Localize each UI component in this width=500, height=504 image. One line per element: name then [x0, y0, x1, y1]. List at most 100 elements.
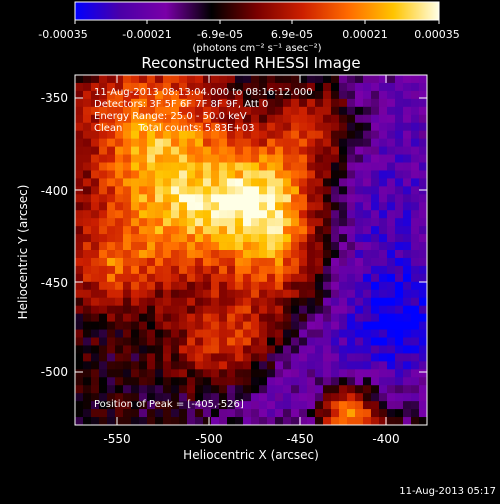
heatmap-pixel: [147, 114, 156, 124]
heatmap-pixel: [355, 242, 364, 251]
heatmap-pixel: [267, 401, 276, 410]
heatmap-pixel: [307, 90, 316, 100]
colorbar-tick-label: -0.00021: [122, 28, 171, 41]
heatmap-pixel: [139, 353, 148, 362]
heatmap-pixel: [179, 210, 188, 219]
heatmap-pixel: [139, 305, 148, 315]
heatmap-pixel: [291, 154, 300, 163]
heatmap-pixel: [291, 114, 300, 124]
heatmap-pixel: [267, 329, 276, 338]
heatmap-pixel: [387, 313, 396, 322]
heatmap-pixel: [315, 130, 324, 140]
heatmap-pixel: [179, 385, 188, 394]
heatmap-pixel: [83, 130, 92, 140]
heatmap-pixel: [403, 361, 412, 370]
heatmap-pixel: [203, 122, 212, 132]
heatmap-pixel: [83, 377, 92, 386]
heatmap-pixel: [347, 297, 356, 307]
heatmap-pixel: [251, 114, 260, 124]
heatmap-pixel: [139, 130, 148, 140]
heatmap-pixel: [99, 226, 108, 235]
heatmap-pixel: [195, 305, 204, 315]
heatmap-pixel: [315, 337, 324, 346]
heatmap-pixel: [123, 305, 132, 315]
heatmap-pixel: [355, 321, 364, 330]
heatmap-pixel: [227, 417, 236, 426]
heatmap-pixel: [307, 345, 316, 354]
heatmap-pixel: [387, 393, 396, 402]
heatmap-pixel: [91, 202, 100, 211]
heatmap-pixel: [275, 242, 284, 251]
heatmap-pixel: [211, 178, 220, 187]
heatmap-pixel: [115, 321, 124, 330]
heatmap-pixel: [323, 361, 332, 370]
heatmap-pixel: [99, 202, 108, 211]
heatmap-pixel: [131, 218, 140, 227]
heatmap-pixel: [155, 273, 164, 283]
heatmap-pixel: [179, 250, 188, 259]
heatmap-pixel: [395, 210, 404, 219]
heatmap-pixel: [219, 345, 228, 354]
heatmap-pixel: [283, 178, 292, 187]
heatmap-pixel: [315, 162, 324, 171]
heatmap-pixel: [211, 210, 220, 219]
heatmap-pixel: [347, 281, 356, 291]
heatmap-pixel: [123, 337, 132, 346]
heatmap-pixel: [323, 305, 332, 315]
heatmap-pixel: [371, 90, 380, 100]
heatmap-pixel: [211, 218, 220, 227]
footer-timestamp: 11-Aug-2013 05:17: [399, 486, 496, 497]
heatmap-pixel: [339, 138, 348, 147]
heatmap-pixel: [123, 297, 132, 307]
heatmap-pixel: [379, 242, 388, 251]
heatmap-pixel: [243, 313, 252, 322]
heatmap-pixel: [139, 393, 148, 402]
heatmap-pixel: [387, 130, 396, 140]
heatmap-pixel: [171, 234, 180, 243]
heatmap-pixel: [251, 313, 260, 322]
heatmap-pixel: [163, 242, 172, 251]
heatmap-pixel: [227, 361, 236, 370]
heatmap-pixel: [411, 329, 420, 338]
heatmap-pixel: [275, 289, 284, 299]
heatmap-pixel: [419, 297, 428, 307]
heatmap-pixel: [243, 114, 252, 124]
heatmap-pixel: [419, 186, 428, 195]
heatmap-pixel: [147, 401, 156, 410]
heatmap-pixel: [283, 305, 292, 315]
heatmap-pixel: [363, 401, 372, 410]
heatmap-pixel: [355, 329, 364, 338]
heatmap-pixel: [331, 289, 340, 299]
heatmap-pixel: [251, 146, 260, 155]
heatmap-pixel: [211, 353, 220, 362]
heatmap-pixel: [75, 281, 84, 291]
heatmap-pixel: [235, 273, 244, 283]
heatmap-pixel: [195, 106, 204, 116]
heatmap-pixel: [203, 138, 212, 147]
heatmap-pixel: [283, 122, 292, 132]
heatmap-pixel: [259, 369, 268, 378]
heatmap-pixel: [395, 377, 404, 386]
heatmap-pixel: [259, 138, 268, 147]
heatmap-pixel: [315, 297, 324, 307]
heatmap-pixel: [251, 305, 260, 315]
heatmap-pixel: [99, 377, 108, 386]
heatmap-pixel: [403, 417, 412, 426]
heatmap-pixel: [259, 178, 268, 187]
heatmap-pixel: [155, 257, 164, 267]
heatmap-pixel: [283, 194, 292, 203]
heatmap-pixel: [219, 337, 228, 346]
heatmap-pixel: [315, 106, 324, 116]
heatmap-pixel: [323, 369, 332, 378]
heatmap-pixel: [195, 265, 204, 275]
heatmap-pixel: [179, 170, 188, 179]
heatmap-pixel: [91, 82, 100, 92]
heatmap-pixel: [419, 369, 428, 378]
heatmap-pixel: [331, 75, 340, 84]
heatmap-pixel: [123, 345, 132, 354]
heatmap-pixel: [75, 353, 84, 362]
heatmap-pixel: [379, 369, 388, 378]
heatmap-pixel: [91, 218, 100, 227]
heatmap-pixel: [107, 313, 116, 322]
heatmap-pixel: [331, 273, 340, 283]
